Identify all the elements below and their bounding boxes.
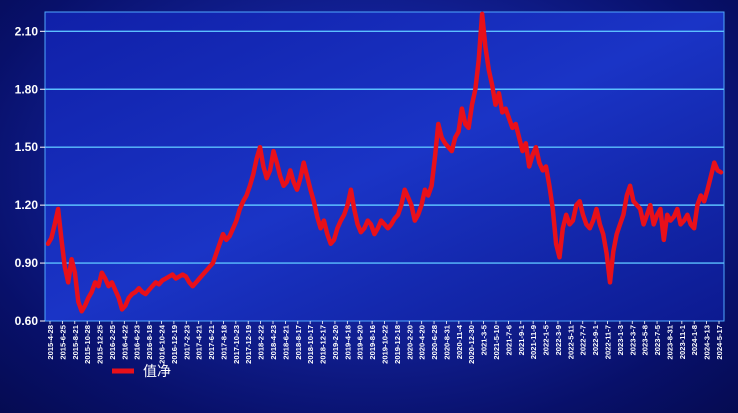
plot-area xyxy=(44,11,725,322)
y-tick-label: 0.90 xyxy=(15,256,39,270)
x-tick-label: 2018-10-17 xyxy=(306,325,315,364)
x-tick-label: 2021-3-5 xyxy=(480,324,489,355)
x-tick-label: 2015-4-28 xyxy=(46,325,55,360)
x-tick-label: 2015-8-21 xyxy=(71,324,80,359)
x-tick-label: 2020-12-30 xyxy=(467,325,476,364)
x-tick-label: 2019-4-18 xyxy=(343,325,352,360)
x-tick-label: 2016-8-18 xyxy=(145,325,154,360)
x-tick-label: 2020-6-28 xyxy=(430,325,439,360)
x-tick-label: 2023-8-31 xyxy=(665,324,674,359)
x-tick-label: 2022-1-5 xyxy=(542,324,551,355)
x-tick-label: 2015-6-25 xyxy=(58,324,67,359)
y-tick-label: 1.80 xyxy=(15,82,39,96)
x-tick-label: 2023-11-1 xyxy=(678,324,687,359)
x-tick-label: 2023-5-8 xyxy=(641,325,650,355)
x-tick-label: 2019-6-20 xyxy=(356,325,365,360)
x-tick-label: 2018-12-17 xyxy=(319,325,328,364)
x-tick-label: 2017-8-18 xyxy=(219,325,228,360)
x-tick-label: 2016-4-22 xyxy=(120,325,129,360)
x-tick-label: 2017-12-19 xyxy=(244,325,253,364)
y-tick-label: 1.20 xyxy=(15,198,39,212)
x-tick-label: 2021-5-10 xyxy=(492,325,501,360)
x-tick-label: 2023-3-7 xyxy=(628,325,637,355)
legend: 值净 xyxy=(112,364,171,380)
x-tick-label: 2019-2-20 xyxy=(331,325,340,360)
x-tick-label: 2022-3-9 xyxy=(554,325,563,355)
x-tick-label: 2016-6-23 xyxy=(133,325,142,360)
x-tick-label: 2022-7-7 xyxy=(579,325,588,355)
x-tick-label: 2019-8-16 xyxy=(368,325,377,360)
y-tick-label: 2.10 xyxy=(15,24,39,38)
x-tick-label: 2016-12-19 xyxy=(170,325,179,364)
x-tick-label: 2022-9-1 xyxy=(591,324,600,355)
x-axis: 2015-4-28 2015-6-25 2015-8-21 2015-10-28 201… xyxy=(46,321,724,364)
x-tick-label: 2015-10-28 xyxy=(83,325,92,364)
y-tick-label: 1.50 xyxy=(15,140,39,154)
x-tick-label: 2018-8-17 xyxy=(294,325,303,360)
x-tick-label: 2020-4-20 xyxy=(418,325,427,360)
x-tick-label: 2021-7-6 xyxy=(504,325,513,355)
x-tick-label: 2016-10-24 xyxy=(158,324,167,364)
x-tick-label: 2022-5-11 xyxy=(566,324,575,359)
x-tick-label: 2021-9-1 xyxy=(517,324,526,355)
x-tick-label: 2018-2-22 xyxy=(257,325,266,360)
x-tick-label: 2023-1-3 xyxy=(616,325,625,355)
series-group xyxy=(45,11,724,314)
x-tick-label: 2023-7-5 xyxy=(653,324,662,355)
x-tick-label: 2022-11-7 xyxy=(604,325,613,359)
x-tick-label: 2024-3-13 xyxy=(703,325,712,360)
x-tick-label: 2024-5-17 xyxy=(715,325,724,360)
x-tick-label: 2017-2-23 xyxy=(182,325,191,360)
x-tick-label: 2018-6-21 xyxy=(281,324,290,359)
x-tick-label: 2015-12-25 xyxy=(96,324,105,364)
x-tick-label: 2020-11-4 xyxy=(455,324,464,359)
x-tick-label: 2020-8-31 xyxy=(442,324,451,359)
x-tick-label: 2019-10-22 xyxy=(381,325,390,364)
series-line xyxy=(45,11,724,314)
x-tick-label: 2017-4-21 xyxy=(195,324,204,359)
y-axis: 0.60 0.90 1.20 1.50 1.80 2.10 xyxy=(15,24,45,328)
x-tick-label: 2020-2-20 xyxy=(405,325,414,360)
x-tick-label: 2021-11-9 xyxy=(529,325,538,359)
legend-label: 值净 xyxy=(143,364,171,380)
x-tick-label: 2018-4-23 xyxy=(269,325,278,360)
x-tick-label: 2017-10-23 xyxy=(232,325,241,364)
y-tick-label: 0.60 xyxy=(15,314,39,328)
x-tick-label: 2017-6-21 xyxy=(207,324,216,359)
x-tick-label: 2024-1-8 xyxy=(690,325,699,355)
x-tick-label: 2016-2-25 xyxy=(108,324,117,359)
x-tick-label: 2019-12-18 xyxy=(393,325,402,364)
